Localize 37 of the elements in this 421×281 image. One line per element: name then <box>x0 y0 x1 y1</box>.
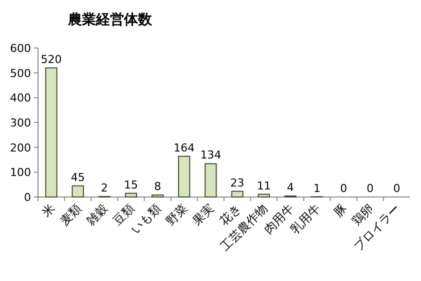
data-label: 4 <box>286 181 294 194</box>
data-label: 45 <box>70 170 85 184</box>
data-label: 1 <box>314 182 320 195</box>
y-tick-label: 400 <box>10 92 31 105</box>
data-label: 23 <box>230 176 244 190</box>
x-tick-label: 豆類 <box>110 201 138 228</box>
x-tick-label: 豚 <box>331 201 350 220</box>
data-label: 0 <box>340 182 348 195</box>
bar <box>231 190 244 198</box>
y-tick-label: 0 <box>24 191 31 204</box>
y-tick-label: 600 <box>10 42 31 55</box>
y-tick-label: 300 <box>10 116 31 130</box>
bar <box>204 163 217 198</box>
bar <box>178 156 190 198</box>
data-label: 520 <box>40 52 62 66</box>
x-tick-label: 鶏卵 <box>349 201 376 228</box>
bar <box>45 67 58 198</box>
y-tick-label: 100 <box>10 166 31 180</box>
x-tick-label: 果実 <box>190 201 217 228</box>
data-label: 11 <box>256 179 271 192</box>
bar <box>72 185 84 198</box>
data-label: 8 <box>154 180 162 194</box>
data-label: 0 <box>366 182 374 195</box>
x-tick-label: 米 <box>39 201 58 220</box>
x-tick-label: 野菜 <box>163 201 190 228</box>
x-tick-label: 雑穀 <box>84 201 111 228</box>
chart-title: 農業経営体数 <box>67 12 153 28</box>
x-tick-label: 麦類 <box>57 201 84 228</box>
data-label: 2 <box>100 182 108 195</box>
data-label: 134 <box>200 148 222 162</box>
bar <box>124 192 138 198</box>
data-label: 0 <box>393 182 400 195</box>
data-label: 164 <box>174 141 195 154</box>
data-label: 15 <box>124 178 138 192</box>
bar <box>258 194 270 198</box>
y-tick-label: 500 <box>10 66 31 80</box>
y-tick-label: 200 <box>10 141 31 154</box>
